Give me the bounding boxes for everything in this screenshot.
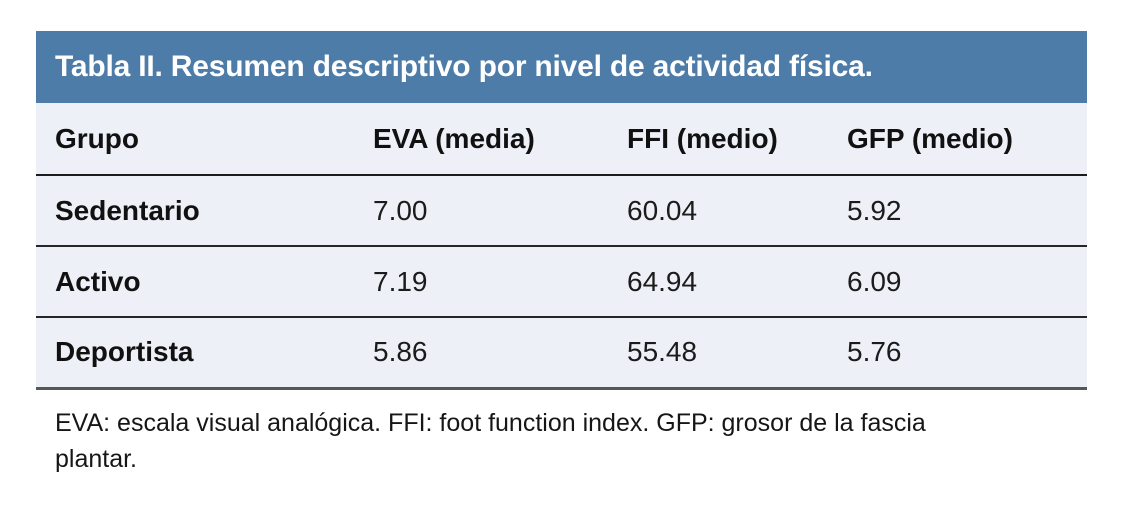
- footnote-line: EVA: escala visual analógica. FFI: foot …: [55, 408, 926, 437]
- table-footnote: EVA: escala visual analógica. FFI: foot …: [36, 405, 1087, 477]
- table-row-activo: Activo 7.19 64.94 6.09: [36, 246, 1087, 318]
- cell-ffi: 64.94: [627, 246, 847, 318]
- cell-eva: 5.86: [373, 317, 627, 390]
- cell-grupo: Sedentario: [36, 175, 373, 247]
- table-header-row: Grupo EVA (media) FFI (medio) GFP (medio…: [36, 103, 1087, 176]
- cell-ffi: 55.48: [627, 317, 847, 390]
- summary-table: Grupo EVA (media) FFI (medio) GFP (medio…: [36, 103, 1087, 390]
- cell-gfp: 5.92: [847, 175, 1087, 247]
- cell-eva: 7.00: [373, 175, 627, 247]
- cell-eva: 7.19: [373, 246, 627, 318]
- cell-gfp: 5.76: [847, 317, 1087, 390]
- table-row-deportista: Deportista 5.86 55.48 5.76: [36, 317, 1087, 390]
- column-header-gfp: GFP (medio): [847, 103, 1087, 176]
- table-figure: Tabla II. Resumen descriptivo por nivel …: [36, 31, 1087, 477]
- column-header-grupo: Grupo: [36, 103, 373, 176]
- footnote-line: plantar.: [55, 444, 138, 473]
- cell-gfp: 6.09: [847, 246, 1087, 318]
- cell-grupo: Deportista: [36, 317, 373, 390]
- column-header-ffi: FFI (medio): [627, 103, 847, 176]
- table-row-sedentario: Sedentario 7.00 60.04 5.92: [36, 175, 1087, 247]
- cell-grupo: Activo: [36, 246, 373, 318]
- column-header-eva: EVA (media): [373, 103, 627, 176]
- table-title-bar: Tabla II. Resumen descriptivo por nivel …: [36, 31, 1087, 103]
- table-title: Tabla II. Resumen descriptivo por nivel …: [55, 50, 873, 83]
- cell-ffi: 60.04: [627, 175, 847, 247]
